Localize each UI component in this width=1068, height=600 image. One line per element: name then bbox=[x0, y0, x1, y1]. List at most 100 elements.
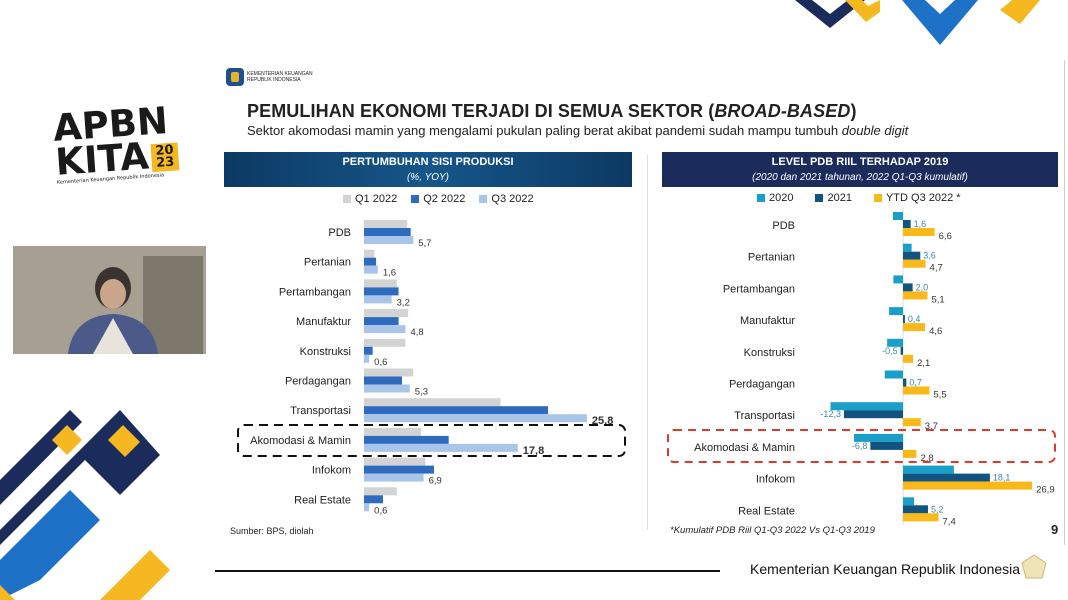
bar-q3-2022-perdagangan bbox=[364, 384, 410, 393]
category-label-konstruksi: Konstruksi bbox=[744, 347, 795, 359]
highlight-box-akomodasi-right bbox=[667, 429, 1056, 463]
category-label-akomodasi-mamin: Akomodasi & Mamin bbox=[250, 435, 351, 447]
right-legend: 2020 2021 YTD Q3 2022 * bbox=[757, 192, 961, 204]
bar-2021-transportasi bbox=[843, 410, 903, 419]
bar-2021-real-estate bbox=[903, 505, 928, 514]
bar-q2-2022-pertambangan bbox=[364, 287, 399, 296]
data-label-manufaktur: 4,8 bbox=[410, 327, 423, 338]
label-2021-transportasi: -12,3 bbox=[820, 409, 841, 419]
bar-2020-manufaktur bbox=[889, 307, 903, 316]
bar-ytd-q3-2022--akomodasi-mamin bbox=[903, 449, 917, 458]
label-ytd-pertanian: 4,7 bbox=[930, 263, 943, 274]
bar-ytd-q3-2022--konstruksi bbox=[903, 354, 914, 363]
bar-q1-2022-pertambangan bbox=[364, 279, 397, 288]
bar-q2-2022-konstruksi bbox=[364, 346, 373, 355]
bar-ytd-q3-2022--pertanian bbox=[903, 259, 926, 268]
bar-q1-2022-perdagangan bbox=[364, 368, 414, 377]
data-label-pdb: 5,7 bbox=[418, 238, 431, 249]
label-2021-konstruksi: -0,5 bbox=[882, 346, 898, 356]
bar-ytd-q3-2022--manufaktur bbox=[903, 323, 926, 332]
data-label-infokom: 6,9 bbox=[429, 476, 442, 487]
label-2021-pertambangan: 2,0 bbox=[916, 282, 929, 292]
category-label-pertambangan: Pertambangan bbox=[279, 286, 351, 298]
data-label-pertanian: 1,6 bbox=[383, 268, 396, 279]
label-ytd-transportasi: 3,7 bbox=[925, 421, 938, 432]
bar-2020-pertambangan bbox=[893, 275, 903, 284]
slide-subtitle: Sektor akomodasi mamin yang mengalami pu… bbox=[247, 123, 909, 138]
category-label-manufaktur: Manufaktur bbox=[740, 315, 795, 327]
bar-2021-konstruksi bbox=[900, 346, 903, 355]
bar-q2-2022-pdb bbox=[364, 228, 411, 236]
left-panel-header: PERTUMBUHAN SISI PRODUKSI (%, YOY) bbox=[224, 152, 632, 187]
kemenkeu-logo: KEMENTERIAN KEUANGAN REPUBLIK INDONESIA bbox=[226, 68, 313, 86]
category-label-pertanian: Pertanian bbox=[748, 252, 795, 264]
bar-q1-2022-akomodasi-mamin bbox=[364, 427, 422, 436]
label-2021-infokom: 18,1 bbox=[993, 473, 1011, 483]
bar-q1-2022-pertanian bbox=[364, 249, 375, 258]
legend-2021: 2021 bbox=[815, 192, 852, 204]
slide-title: PEMULIHAN EKONOMI TERJADI DI SEMUA SEKTO… bbox=[247, 101, 857, 121]
legend-q3: Q3 2022 bbox=[479, 193, 534, 205]
category-label-infokom: Infokom bbox=[312, 465, 351, 477]
category-label-perdagangan: Perdagangan bbox=[285, 376, 351, 388]
category-label-pertambangan: Pertambangan bbox=[723, 283, 795, 295]
presenter-video bbox=[13, 246, 206, 354]
category-label-pdb: PDB bbox=[328, 227, 351, 239]
bar-ytd-q3-2022--perdagangan bbox=[903, 386, 930, 395]
left-legend: Q1 2022 Q2 2022 Q3 2022 bbox=[343, 193, 534, 205]
bar-2020-infokom bbox=[903, 465, 954, 474]
category-label-akomodasi-mamin: Akomodasi & Mamin bbox=[694, 442, 795, 454]
label-ytd-akomodasi-mamin: 2,8 bbox=[920, 453, 933, 464]
category-label-transportasi: Transportasi bbox=[734, 410, 795, 422]
bar-q3-2022-manufaktur bbox=[364, 325, 406, 334]
legend-2020: 2020 bbox=[757, 192, 793, 204]
label-2021-manufaktur: 0,4 bbox=[908, 314, 921, 324]
bar-q3-2022-konstruksi bbox=[364, 354, 370, 363]
legend-ytd: YTD Q3 2022 * bbox=[873, 192, 961, 204]
category-label-manufaktur: Manufaktur bbox=[296, 316, 351, 328]
bar-2020-akomodasi-mamin bbox=[854, 433, 903, 442]
bar-2020-konstruksi bbox=[887, 338, 903, 347]
bar-ytd-q3-2022--infokom bbox=[903, 481, 1033, 490]
label-ytd-konstruksi: 2,1 bbox=[917, 358, 930, 369]
label-ytd-pertambangan: 5,1 bbox=[931, 294, 944, 305]
data-label-perdagangan: 5,3 bbox=[415, 387, 428, 398]
data-label-konstruksi: 0,6 bbox=[374, 357, 387, 368]
footer-text: Kementerian Keuangan Republik Indonesia bbox=[750, 561, 1021, 577]
label-2021-pdb: 1,6 bbox=[914, 219, 927, 229]
bar-2020-pdb bbox=[892, 212, 903, 220]
bar-2020-real-estate bbox=[903, 497, 915, 506]
bar-q2-2022-akomodasi-mamin bbox=[364, 435, 449, 444]
label-ytd-perdagangan: 5,5 bbox=[933, 390, 946, 401]
legend-q2: Q2 2022 bbox=[411, 193, 465, 205]
footer-line bbox=[215, 570, 720, 572]
page-number: 9 bbox=[1051, 522, 1059, 537]
bar-2021-infokom bbox=[903, 473, 990, 482]
bar-2021-pertanian bbox=[903, 251, 921, 260]
kemenkeu-watermark-icon bbox=[1021, 554, 1047, 579]
bar-q3-2022-real-estate bbox=[364, 503, 370, 512]
bar-2020-transportasi bbox=[830, 402, 903, 411]
bar-2021-perdagangan bbox=[903, 378, 907, 387]
category-label-pertanian: Pertanian bbox=[304, 257, 351, 269]
right-panel-header: LEVEL PDB RIIL TERHADAP 2019 (2020 dan 20… bbox=[662, 152, 1058, 187]
bar-q3-2022-pdb bbox=[364, 236, 414, 244]
label-2021-real-estate: 5,2 bbox=[931, 504, 944, 514]
bar-q2-2022-transportasi bbox=[364, 406, 549, 415]
label-2021-pertanian: 3,6 bbox=[923, 251, 936, 261]
label-ytd-real-estate: 7,4 bbox=[943, 516, 956, 527]
bar-q1-2022-pdb bbox=[364, 220, 408, 228]
bar-q1-2022-konstruksi bbox=[364, 338, 406, 347]
bar-2021-akomodasi-mamin bbox=[870, 441, 903, 450]
footnote: *Kumulatif PDB Riil Q1-Q3 2022 Vs Q1-Q3 … bbox=[670, 525, 875, 536]
label-2021-akomodasi-mamin: -6,8 bbox=[852, 441, 868, 451]
highlight-box-akomodasi-left bbox=[237, 424, 626, 457]
bar-q1-2022-manufaktur bbox=[364, 309, 409, 318]
bar-q3-2022-transportasi bbox=[364, 414, 587, 423]
bar-q1-2022-infokom bbox=[364, 457, 426, 466]
bar-q2-2022-infokom bbox=[364, 465, 434, 474]
bar-q3-2022-pertanian bbox=[364, 265, 378, 274]
kemenkeu-seal-icon bbox=[226, 68, 244, 86]
bar-q2-2022-real-estate bbox=[364, 495, 384, 504]
